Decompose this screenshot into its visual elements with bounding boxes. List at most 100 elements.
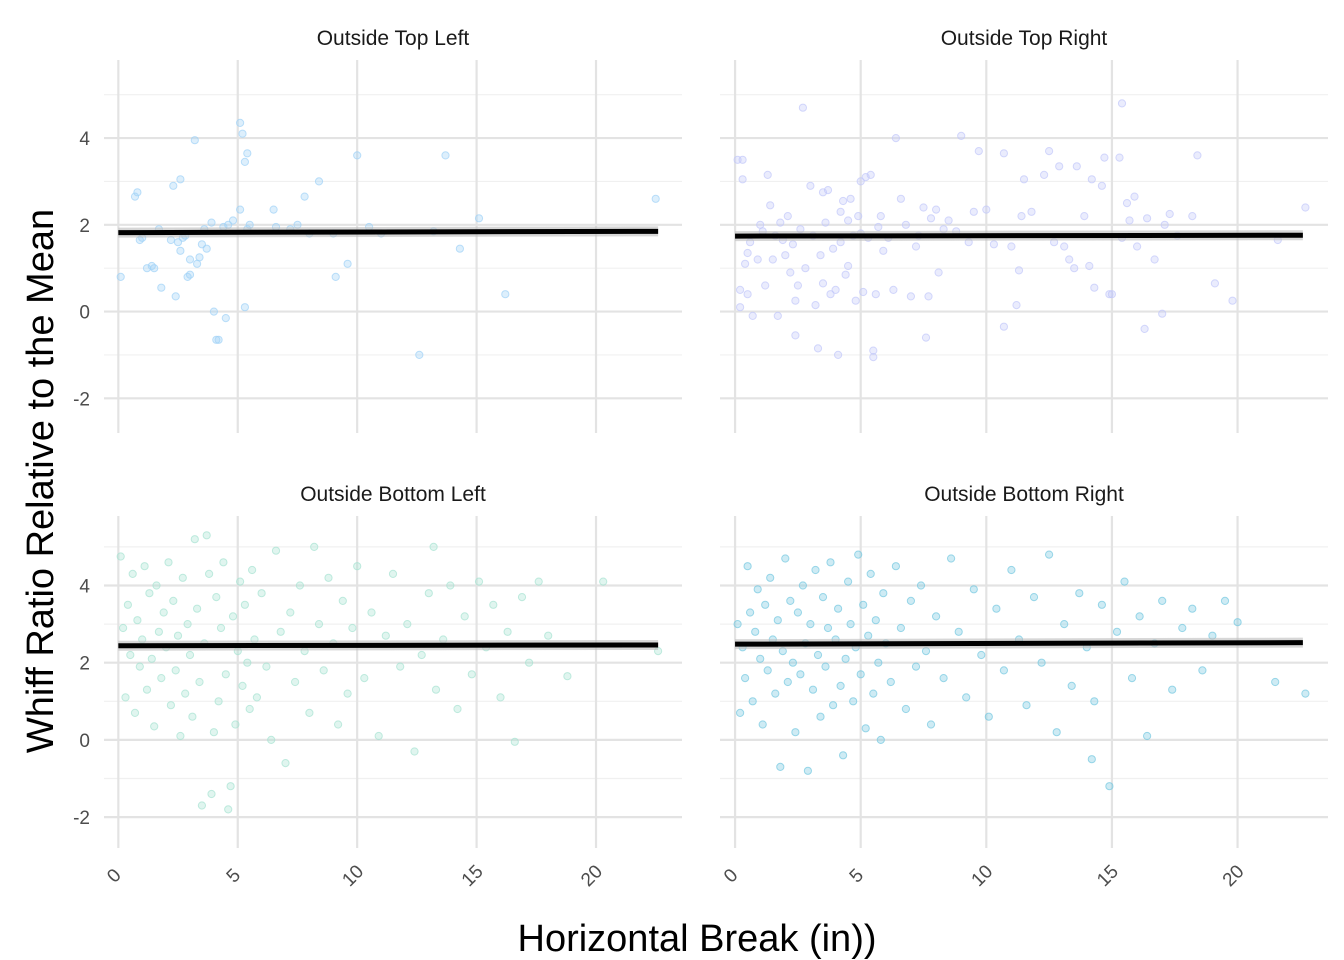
- data-point: [846, 194, 855, 203]
- panel-title: Outside Top Right: [941, 27, 1108, 50]
- data-point: [869, 689, 878, 698]
- data-point: [901, 704, 911, 714]
- data-point: [911, 242, 921, 251]
- panel-title: Outside Bottom Left: [300, 483, 486, 506]
- data-point: [773, 616, 782, 625]
- data-point: [1045, 147, 1054, 156]
- data-point: [811, 565, 820, 575]
- data-point: [874, 222, 883, 232]
- data-point: [1233, 618, 1242, 627]
- data-point: [338, 596, 347, 606]
- data-point: [771, 689, 780, 698]
- data-point: [859, 287, 868, 297]
- data-point: [228, 216, 238, 225]
- data-point: [474, 214, 484, 223]
- data-point: [861, 724, 870, 733]
- data-point: [1029, 593, 1039, 602]
- data-point: [1178, 623, 1187, 633]
- data-point: [212, 335, 221, 344]
- data-point: [224, 805, 233, 814]
- data-point: [128, 569, 137, 579]
- data-point: [1075, 589, 1084, 598]
- data-point: [1301, 203, 1310, 212]
- data-point: [195, 253, 204, 262]
- data-point: [291, 677, 300, 687]
- data-point: [221, 314, 230, 323]
- data-point: [403, 620, 412, 629]
- data-point: [212, 593, 221, 602]
- data-point: [460, 612, 469, 621]
- data-point: [1160, 220, 1169, 229]
- data-point: [793, 281, 803, 290]
- data-point: [1188, 212, 1197, 221]
- data-point: [171, 292, 180, 301]
- x-tick-label: 20: [577, 861, 607, 891]
- data-point: [176, 246, 185, 255]
- data-point: [864, 631, 873, 640]
- x-tick-label: 5: [223, 865, 245, 887]
- data-point: [879, 246, 888, 255]
- data-point: [415, 350, 424, 359]
- panel-outside-bottom-right: Outside Bottom Right 0 5 10 15 20: [720, 483, 1328, 891]
- data-point: [119, 623, 128, 633]
- data-point: [1158, 309, 1167, 318]
- data-point: [823, 186, 833, 195]
- data-point: [846, 620, 855, 629]
- data-point: [324, 573, 333, 582]
- data-point: [962, 693, 971, 702]
- data-point: [150, 722, 159, 731]
- data-point: [989, 240, 999, 249]
- data-point: [236, 205, 245, 214]
- data-point: [869, 353, 878, 362]
- x-tick-label: 0: [103, 865, 125, 887]
- x-tick-label: 20: [1219, 861, 1249, 891]
- data-point: [214, 697, 223, 706]
- panel-outside-bottom-left: Outside Bottom Left -2 0 2 4 0 5 10 15 20: [73, 483, 682, 891]
- data-point: [851, 296, 860, 305]
- data-point: [429, 542, 438, 552]
- data-point: [489, 600, 498, 609]
- data-point: [766, 573, 775, 582]
- data-point: [1112, 627, 1122, 636]
- data-point: [761, 600, 770, 609]
- data-point: [947, 554, 956, 563]
- data-point: [1130, 192, 1139, 201]
- data-point: [834, 604, 843, 613]
- data-point: [159, 608, 168, 617]
- points-outside-bottom-right: [733, 550, 1310, 791]
- data-point: [525, 658, 534, 667]
- data-point: [1007, 565, 1016, 575]
- data-point: [788, 658, 798, 667]
- data-point: [367, 608, 376, 617]
- data-point: [999, 322, 1009, 331]
- data-point: [791, 728, 800, 737]
- data-point: [926, 214, 936, 223]
- data-point: [886, 677, 895, 687]
- data-point: [999, 666, 1009, 675]
- data-point: [741, 674, 750, 683]
- panel-title: Outside Bottom Right: [924, 483, 1124, 506]
- data-point: [388, 569, 398, 579]
- data-point: [1198, 666, 1207, 675]
- data-point: [738, 175, 747, 184]
- data-point: [982, 205, 991, 214]
- data-point: [1135, 612, 1144, 621]
- data-point: [969, 585, 978, 594]
- data-point: [319, 666, 328, 675]
- data-point: [1301, 689, 1310, 698]
- data-point: [831, 285, 840, 294]
- data-point: [791, 296, 800, 305]
- data-point: [891, 562, 901, 571]
- data-point: [826, 558, 835, 567]
- data-point: [803, 766, 813, 775]
- data-point: [446, 581, 455, 590]
- data-point: [202, 531, 211, 540]
- data-point: [896, 623, 906, 633]
- data-point: [360, 674, 369, 683]
- data-point: [748, 697, 757, 706]
- data-point: [854, 550, 863, 559]
- data-point: [441, 151, 450, 160]
- data-point: [1045, 550, 1054, 559]
- data-point: [231, 720, 240, 729]
- data-point: [1193, 151, 1202, 160]
